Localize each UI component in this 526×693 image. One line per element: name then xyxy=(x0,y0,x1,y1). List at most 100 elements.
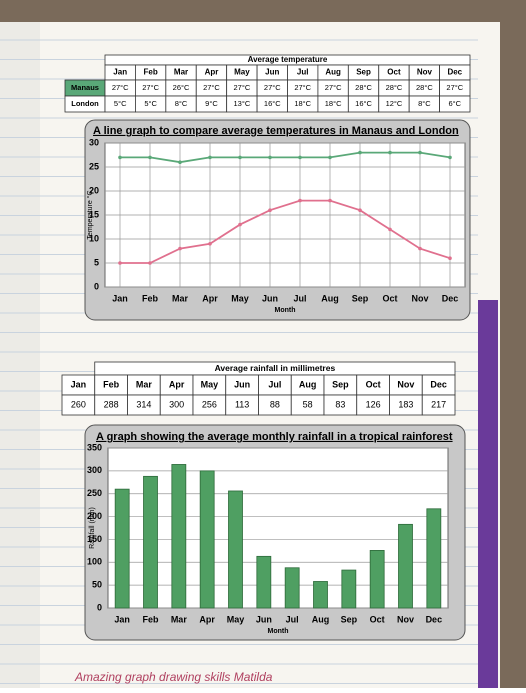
table-cell: 8°C xyxy=(175,99,188,108)
notebook: Amazing graph drawing skills Matilda Ave… xyxy=(0,0,526,688)
x-axis-label: Month xyxy=(275,307,296,314)
x-tick-label: May xyxy=(227,614,245,624)
table-cell: 27°C xyxy=(264,83,281,92)
column-header: May xyxy=(201,379,219,389)
table-cell: 6°C xyxy=(448,99,461,108)
y-tick-label: 10 xyxy=(89,233,99,243)
column-header: Dec xyxy=(447,68,462,77)
table-cell: 217 xyxy=(431,399,446,409)
table-cell: 8°C xyxy=(418,99,431,108)
chart-title: A graph showing the average monthly rain… xyxy=(96,431,453,443)
data-point xyxy=(148,156,152,160)
x-tick-label: May xyxy=(231,293,249,303)
data-point xyxy=(328,199,332,203)
data-point xyxy=(298,199,302,203)
x-tick-label: Aug xyxy=(321,293,339,303)
bar xyxy=(115,489,129,608)
column-header: Jan xyxy=(113,68,127,77)
bar xyxy=(285,568,299,608)
y-tick-label: 250 xyxy=(87,488,102,498)
x-tick-label: Jun xyxy=(262,293,278,303)
table-cell: 27°C xyxy=(142,83,159,92)
bar xyxy=(370,550,384,608)
table-cell: 9°C xyxy=(205,99,218,108)
data-point xyxy=(178,160,182,164)
y-tick-label: 5 xyxy=(94,257,99,267)
page: Amazing graph drawing skills Matilda Ave… xyxy=(0,0,526,688)
page-edge xyxy=(478,300,498,688)
x-axis-label: Month xyxy=(268,628,289,635)
table-cell: 300 xyxy=(169,399,184,409)
table-cell: 27°C xyxy=(233,83,250,92)
column-header: Jul xyxy=(297,68,309,77)
table-cell: 183 xyxy=(398,399,413,409)
data-point xyxy=(118,156,122,160)
column-header: Jun xyxy=(234,379,250,389)
bar xyxy=(399,524,413,608)
x-tick-label: Sep xyxy=(352,293,369,303)
data-point xyxy=(208,242,212,246)
table-cell: 27°C xyxy=(203,83,220,92)
data-point xyxy=(448,256,452,260)
table-cell: 27°C xyxy=(112,83,129,92)
y-tick-label: 25 xyxy=(89,161,99,171)
column-header: Aug xyxy=(325,68,341,77)
x-tick-label: Mar xyxy=(171,614,188,624)
data-point xyxy=(358,208,362,212)
column-header: Jul xyxy=(268,379,281,389)
x-tick-label: Jan xyxy=(112,293,128,303)
table-title: Average rainfall in millimetres xyxy=(215,363,336,373)
table-cell: 28°C xyxy=(386,83,403,92)
x-tick-label: Apr xyxy=(199,614,215,624)
table-cell: 126 xyxy=(366,399,381,409)
table-cell: 256 xyxy=(202,399,217,409)
data-point xyxy=(418,247,422,251)
column-header: Apr xyxy=(169,379,185,389)
y-tick-label: 200 xyxy=(87,511,102,521)
row-label: Manaus xyxy=(71,83,99,92)
bar xyxy=(229,491,243,608)
data-point xyxy=(238,223,242,227)
data-point xyxy=(178,247,182,251)
table-cell: 28°C xyxy=(355,83,372,92)
table-cell: 27°C xyxy=(294,83,311,92)
data-point xyxy=(388,228,392,232)
data-point xyxy=(118,261,122,265)
y-tick-label: 50 xyxy=(92,580,102,590)
column-header: Mar xyxy=(136,379,153,389)
y-tick-label: 30 xyxy=(89,137,99,147)
column-header: Sep xyxy=(356,68,371,77)
table-cell: 18°C xyxy=(294,99,311,108)
y-tick-label: 150 xyxy=(87,534,102,544)
x-tick-label: Jul xyxy=(293,293,306,303)
table-cell: 88 xyxy=(270,399,280,409)
left-page xyxy=(0,22,40,688)
column-header: Oct xyxy=(387,68,401,77)
y-tick-label: 300 xyxy=(87,465,102,475)
column-header: Nov xyxy=(417,68,433,77)
table-cell: 27°C xyxy=(446,83,463,92)
column-header: Jan xyxy=(71,379,87,389)
y-tick-label: 0 xyxy=(94,281,99,291)
x-tick-label: Oct xyxy=(370,614,385,624)
data-point xyxy=(388,151,392,155)
bar xyxy=(314,581,328,608)
table-cell: 288 xyxy=(104,399,119,409)
data-point xyxy=(418,151,422,155)
column-header: Apr xyxy=(205,68,219,77)
column-header: Feb xyxy=(144,68,158,77)
x-tick-label: Apr xyxy=(202,293,218,303)
table-cell: 18°C xyxy=(325,99,342,108)
table-cell: 5°C xyxy=(144,99,157,108)
table-cell: 26°C xyxy=(173,83,190,92)
column-header: Sep xyxy=(332,379,349,389)
data-point xyxy=(208,156,212,160)
table-cell: 28°C xyxy=(416,83,433,92)
x-tick-label: Nov xyxy=(411,293,428,303)
column-header: May xyxy=(234,68,250,77)
table-title: Average temperature xyxy=(248,55,328,64)
bar xyxy=(172,464,186,608)
data-point xyxy=(238,156,242,160)
data-point xyxy=(448,156,452,160)
data-point xyxy=(358,151,362,155)
